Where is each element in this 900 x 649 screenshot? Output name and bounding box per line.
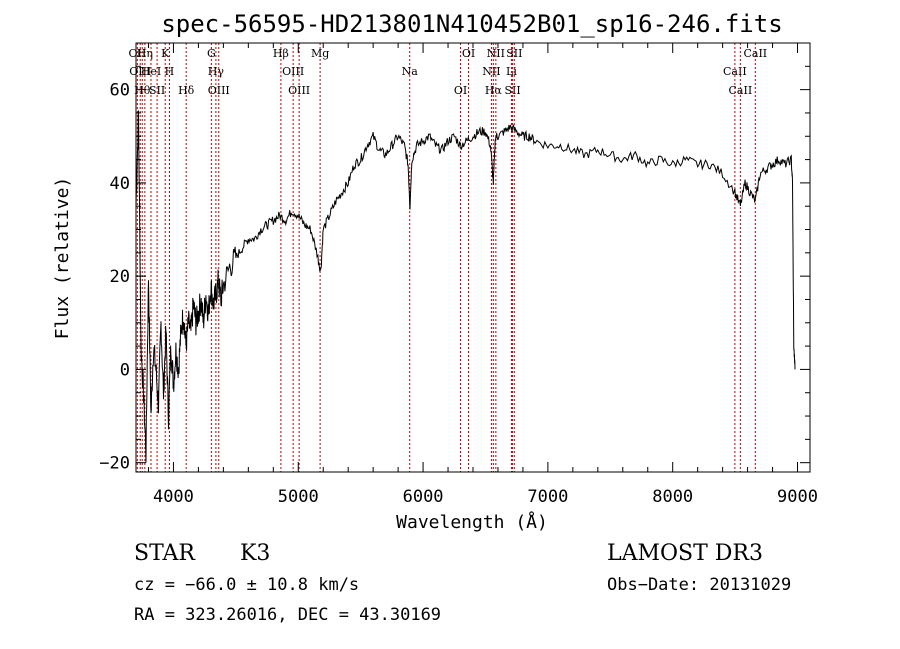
x-tick-label: 9000 [777, 487, 818, 507]
y-tick-label: −20 [99, 454, 130, 474]
y-tick-label: 40 [110, 174, 130, 194]
line-label: NII [487, 47, 505, 60]
emission-line-markers: OIIOIIIHθHηHeISIIKHHδGHγOIIIHβOIIIOIIIMg… [129, 43, 767, 472]
line-label: OIII [208, 84, 230, 97]
line-label: HeI [141, 65, 161, 78]
line-label: CaII [723, 65, 747, 78]
line-label: CaII [743, 47, 767, 60]
line-label: Mg [311, 47, 329, 60]
line-label: OIII [288, 84, 310, 97]
x-tick-label: 6000 [403, 487, 444, 507]
x-tick-label: 8000 [652, 487, 693, 507]
plot-frame [135, 42, 811, 473]
survey-name: LAMOST DR3 [607, 541, 763, 566]
line-label: Hγ [208, 65, 225, 78]
line-label: Hα [485, 84, 503, 97]
line-label: SII [149, 84, 165, 97]
line-label: Li [506, 65, 517, 78]
line-label: Hη [137, 47, 153, 60]
x-tick-label: 4000 [153, 487, 194, 507]
spectrum-series [135, 110, 796, 463]
line-label: Na [402, 65, 419, 78]
line-label: OI [454, 84, 467, 97]
line-label: SII [504, 84, 520, 97]
y-axis-label: Flux (relative) [52, 177, 73, 340]
line-label: G [207, 47, 216, 60]
spectrum-line [135, 110, 796, 463]
line-label: K [161, 47, 170, 60]
x-tick-label: 7000 [527, 487, 568, 507]
chart-title: spec-56595-HD213801N410452B01_sp16-246.f… [161, 10, 782, 38]
y-axis-ticks: −20 0 20 40 60 [99, 42, 810, 474]
line-label: Hδ [178, 84, 195, 97]
line-label: H [165, 65, 175, 78]
line-label: Hβ [273, 47, 289, 60]
redshift-info: cz = −66.0 ± 10.8 km/s [134, 575, 359, 595]
x-axis-label: Wavelength (Å) [396, 511, 548, 533]
line-label: SII [506, 47, 522, 60]
object-subclass: K3 [240, 541, 270, 566]
x-axis-ticks: 4000 5000 6000 7000 8000 9000 [147, 43, 818, 507]
line-label: OI [462, 47, 475, 60]
object-class: STAR [134, 541, 196, 566]
line-label: NII [482, 65, 500, 78]
line-label: Hθ [134, 84, 151, 97]
observation-date: Obs−Date: 20131029 [607, 575, 791, 595]
coordinates: RA = 323.26016, DEC = 43.30169 [134, 605, 441, 625]
y-tick-label: 0 [120, 360, 130, 380]
line-label: OIII [129, 65, 151, 78]
y-tick-label: 60 [110, 81, 130, 101]
line-label: CaII [729, 84, 753, 97]
x-tick-label: 5000 [278, 487, 319, 507]
y-tick-label: 20 [110, 267, 130, 287]
line-label: OIII [282, 65, 304, 78]
